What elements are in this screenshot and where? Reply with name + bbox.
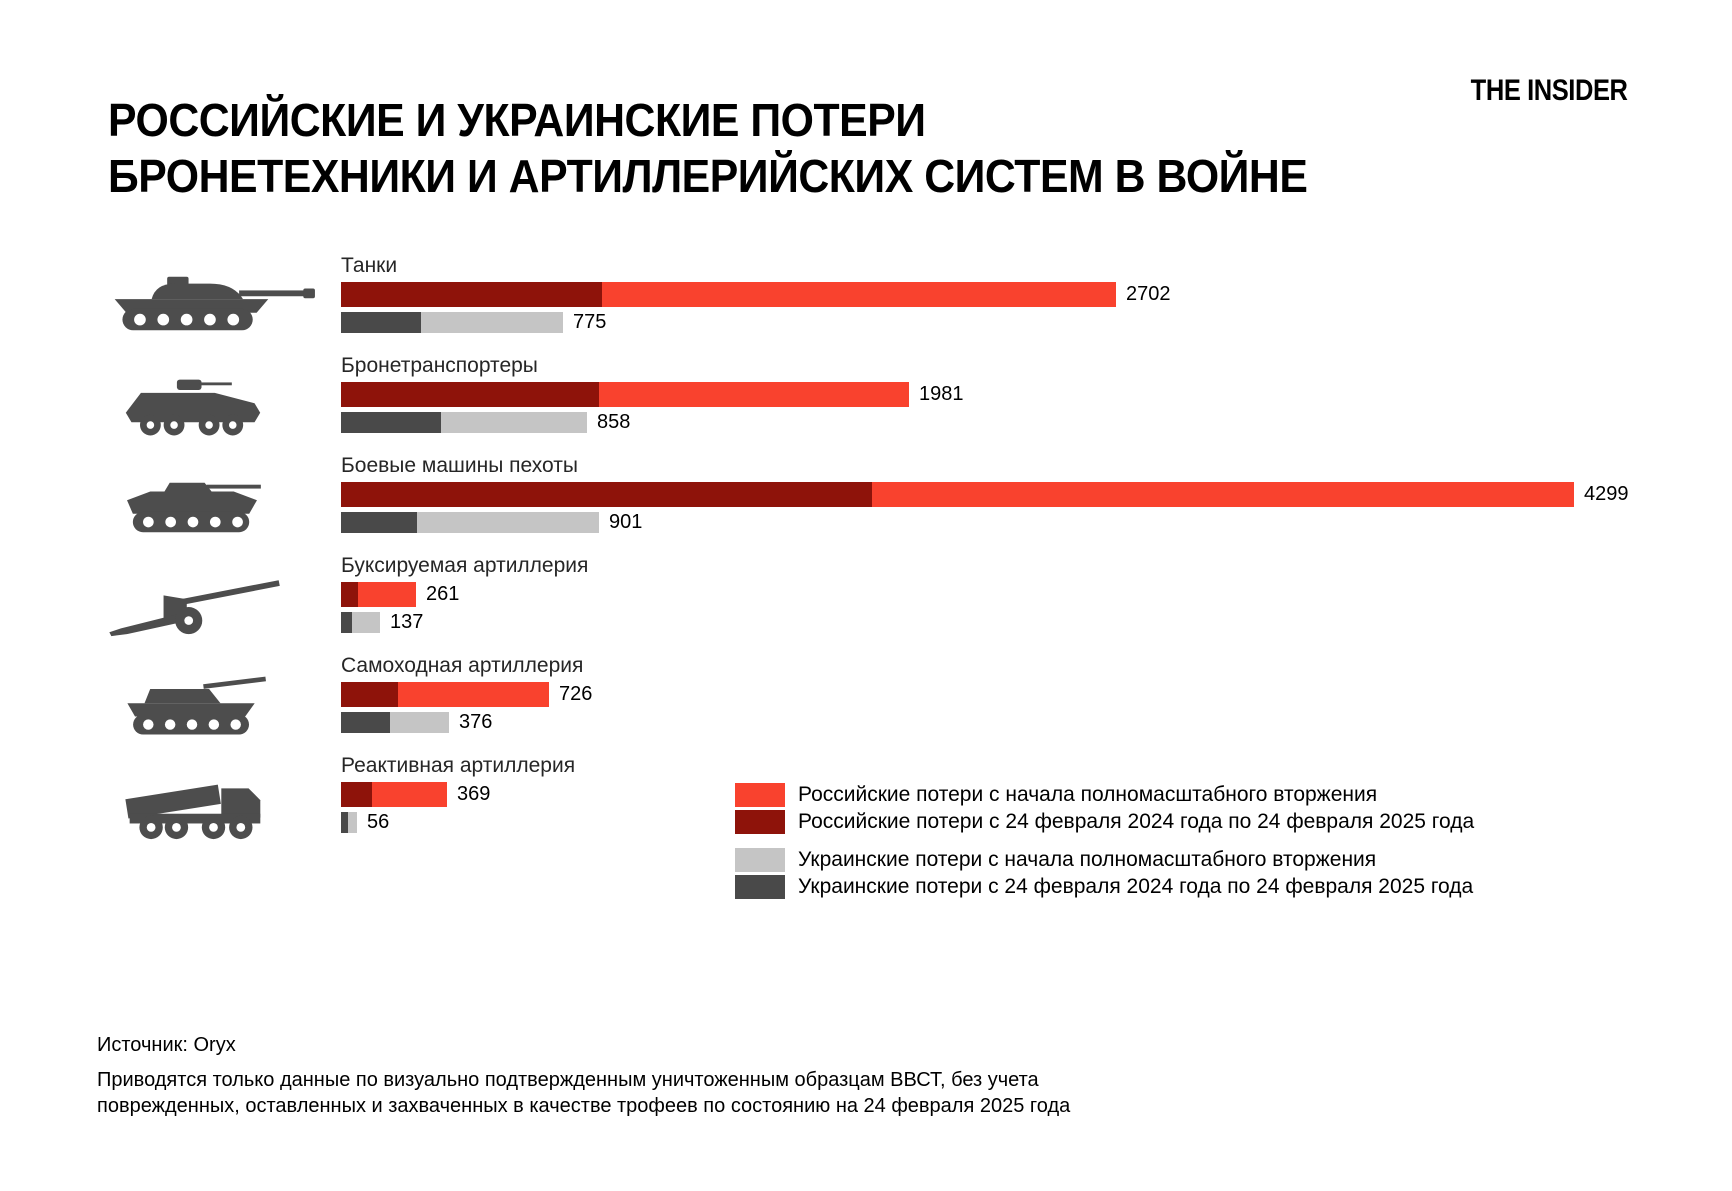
legend-item-russian-total: Российские потери с начала полномасштабн…	[735, 783, 1474, 807]
apc-icon	[100, 353, 332, 449]
russian-losses-value: 726	[559, 683, 593, 705]
category-label: Реактивная артиллерия	[341, 754, 576, 777]
self-propelled-artillery-icon	[100, 653, 332, 749]
tank-icon	[100, 253, 332, 349]
ukrainian-losses-bar: 137	[341, 611, 588, 634]
ukrainian-last-year-bar-segment	[341, 712, 390, 733]
ukrainian-losses-value: 376	[459, 711, 493, 733]
legend-group-divider	[735, 837, 1474, 848]
legend-label: Российские потери с начала полномасштабн…	[798, 783, 1378, 806]
russian-last-year-bar-segment	[341, 682, 398, 707]
russian-losses-value: 261	[426, 583, 460, 605]
chart-row: Реактивная артиллерия 369 56	[100, 753, 1732, 853]
ukrainian-total-swatch	[735, 848, 785, 872]
category-label: Буксируемая артиллерия	[341, 554, 589, 577]
legend-label: Украинские потери с начала полномасштабн…	[798, 848, 1377, 871]
legend-item-russian-last-year: Российские потери с 24 февраля 2024 года…	[735, 810, 1474, 834]
russian-total-swatch	[735, 783, 785, 807]
russian-total-bar-segment	[341, 782, 447, 807]
russian-losses-bar: 2702	[341, 282, 1171, 307]
russian-total-bar-segment	[341, 482, 1574, 507]
chart-row: Боевые машины пехоты 4299 901	[100, 453, 1732, 553]
ukrainian-losses-value: 901	[609, 511, 643, 533]
legend-label: Украинские потери с 24 февраля 2024 года…	[798, 875, 1474, 898]
ukrainian-total-bar-segment	[341, 512, 599, 533]
russian-losses-bar: 369	[341, 782, 575, 807]
source-note: Источник: Oryx	[97, 1034, 236, 1056]
russian-losses-value: 4299	[1584, 483, 1629, 505]
ukrainian-losses-bar: 56	[341, 811, 575, 834]
ukrainian-losses-value: 858	[597, 411, 631, 433]
ukrainian-last-year-bar-segment	[341, 412, 441, 433]
category-label: Боевые машины пехоты	[341, 454, 578, 477]
methodology-note: Приводятся только данные по визуально по…	[97, 1067, 1070, 1119]
ukrainian-total-bar-segment	[341, 312, 563, 333]
russian-last-year-swatch	[735, 810, 785, 834]
page-title-line1: РОССИЙСКИЕ И УКРАИНСКИЕ ПОТЕРИ	[108, 94, 926, 146]
russian-losses-bar: 1981	[341, 382, 964, 407]
ukrainian-total-bar-segment	[341, 812, 357, 833]
russian-losses-bar: 4299	[341, 482, 1629, 507]
ukrainian-losses-bar: 901	[341, 511, 1629, 534]
ukrainian-losses-value: 137	[390, 611, 424, 633]
ukrainian-last-year-swatch	[735, 875, 785, 899]
legend-item-ukrainian-total: Украинские потери с начала полномасштабн…	[735, 848, 1474, 872]
chart-row: Танки 2702 775	[100, 253, 1732, 353]
ukrainian-losses-bar: 775	[341, 311, 1171, 334]
ifv-icon	[100, 453, 332, 549]
russian-losses-value: 369	[457, 783, 491, 805]
footer: Источник: Oryx Приводятся только данные …	[97, 1034, 1070, 1119]
ukrainian-losses-bar: 376	[341, 711, 592, 734]
legend: Российские потери с начала полномасштабн…	[735, 783, 1474, 902]
methodology-note-line2: поврежденных, оставленных и захваченных …	[97, 1095, 1071, 1117]
ukrainian-last-year-bar-segment	[341, 812, 348, 833]
russian-last-year-bar-segment	[341, 582, 358, 607]
russian-last-year-bar-segment	[341, 282, 602, 307]
legend-item-ukrainian-last-year: Украинские потери с 24 февраля 2024 года…	[735, 875, 1474, 899]
russian-total-bar-segment	[341, 282, 1116, 307]
russian-last-year-bar-segment	[341, 382, 599, 407]
ukrainian-last-year-bar-segment	[341, 512, 417, 533]
towed-artillery-icon	[100, 553, 332, 649]
russian-last-year-bar-segment	[341, 782, 372, 807]
ukrainian-total-bar-segment	[341, 712, 449, 733]
category-label: Самоходная артиллерия	[341, 654, 584, 677]
category-label: Танки	[341, 254, 398, 277]
mlrs-icon	[100, 753, 332, 849]
ukrainian-total-bar-segment	[341, 612, 380, 633]
ukrainian-losses-bar: 858	[341, 411, 964, 434]
ukrainian-total-bar-segment	[341, 412, 587, 433]
russian-losses-bar: 261	[341, 582, 588, 607]
category-label: Бронетранспортеры	[341, 354, 538, 377]
russian-last-year-bar-segment	[341, 482, 872, 507]
chart-row: Самоходная артиллерия 726 376	[100, 653, 1732, 753]
ukrainian-last-year-bar-segment	[341, 312, 421, 333]
russian-losses-value: 2702	[1126, 283, 1171, 305]
russian-total-bar-segment	[341, 582, 416, 607]
legend-label: Российские потери с 24 февраля 2024 года…	[798, 810, 1475, 833]
page-title-line2: БРОНЕТЕХНИКИ И АРТИЛЛЕРИЙСКИХ СИСТЕМ В В…	[108, 150, 1308, 202]
russian-losses-value: 1981	[919, 383, 964, 405]
page-title: РОССИЙСКИЕ И УКРАИНСКИЕ ПОТЕРИ БРОНЕТЕХН…	[108, 92, 1308, 204]
chart-row: Буксируемая артиллерия 261 137	[100, 553, 1732, 653]
ukrainian-losses-value: 775	[573, 311, 607, 333]
the-insider-logo: THE INSIDER	[1471, 74, 1628, 107]
russian-losses-bar: 726	[341, 682, 592, 707]
russian-total-bar-segment	[341, 682, 549, 707]
chart-row: Бронетранспортеры 1981 858	[100, 353, 1732, 453]
methodology-note-line1: Приводятся только данные по визуально по…	[97, 1069, 1039, 1091]
russian-total-bar-segment	[341, 382, 909, 407]
ukrainian-last-year-bar-segment	[341, 612, 352, 633]
ukrainian-losses-value: 56	[367, 811, 390, 833]
